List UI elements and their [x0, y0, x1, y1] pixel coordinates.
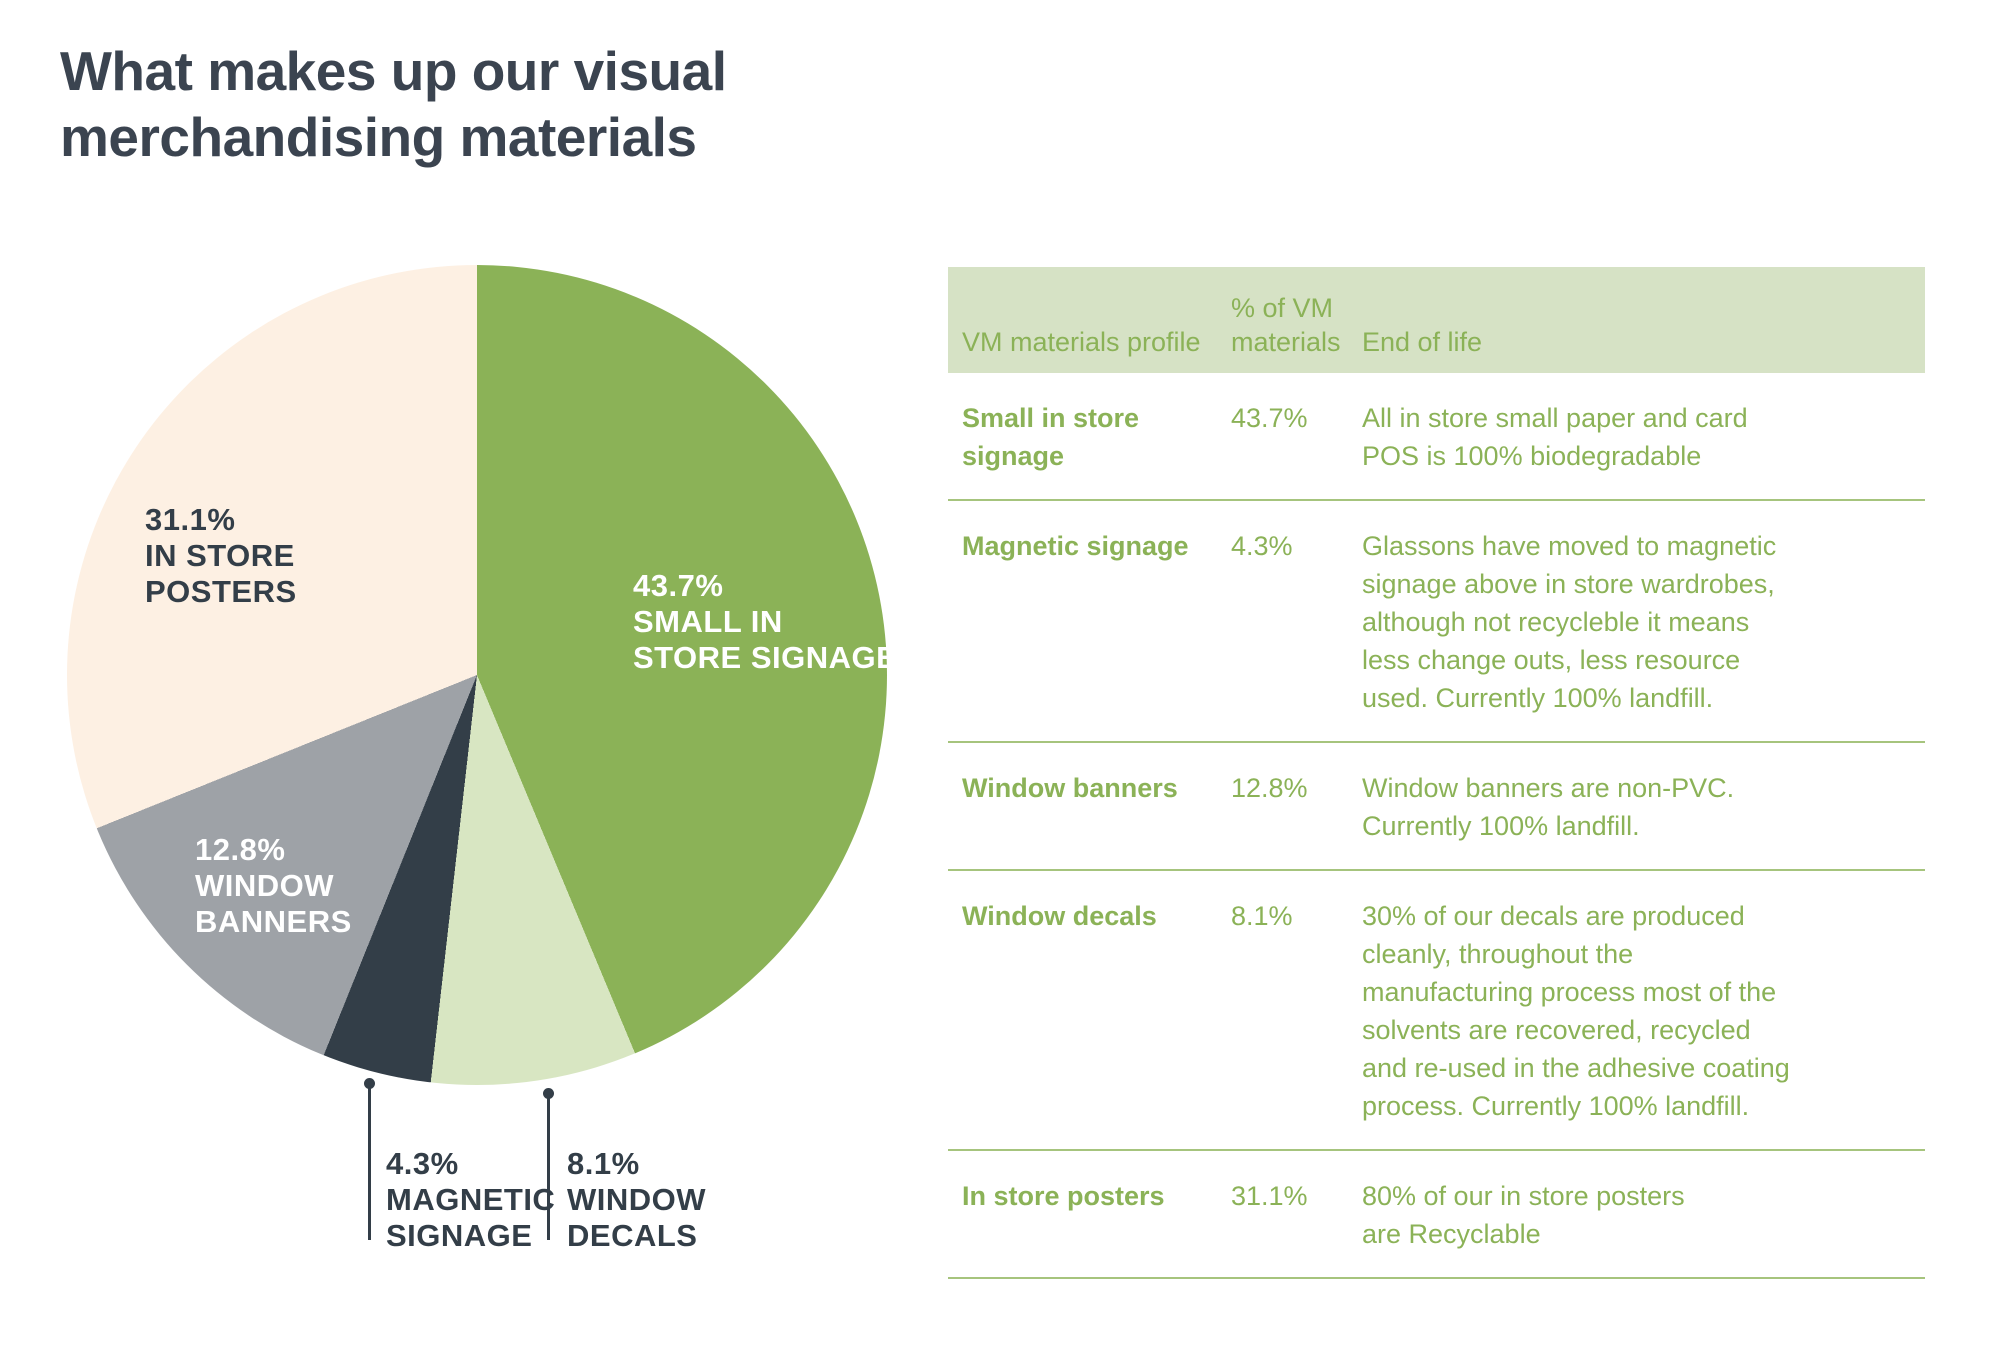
pie-label-window-decals: 8.1% WINDOW DECALS	[567, 1146, 707, 1253]
table-row-window-banners: Window banners 12.8% Window banners are …	[948, 743, 1925, 871]
table-row-window-decals: Window decals 8.1% 30% of our decals are…	[948, 871, 1925, 1151]
page-title: What makes up our visual merchandising m…	[60, 40, 727, 168]
percent-cell: 43.7%	[1231, 403, 1308, 433]
callout-line-window-decals	[543, 1088, 554, 1240]
pie-chart	[67, 265, 887, 1085]
end-of-life-cell: All in store small paper and card POS is…	[1362, 403, 1748, 471]
profile-cell: Window banners	[962, 773, 1178, 803]
end-of-life-cell: 80% of our in store posters are Recyclab…	[1362, 1181, 1685, 1249]
callout-line-magnetic-signage	[364, 1078, 375, 1240]
column-header-pct-of-vm-materials: % of VM materials	[1231, 293, 1341, 357]
vm-materials-table: VM materials profile % of VM materials E…	[948, 267, 1925, 1279]
profile-cell: Window decals	[962, 901, 1157, 931]
profile-cell: In store posters	[962, 1181, 1165, 1211]
pie-label-in-store-posters: 31.1% IN STORE POSTERS	[145, 502, 297, 609]
pie-label-small-in-store-signage: 43.7% SMALL IN STORE SIGNAGE	[633, 568, 898, 675]
percent-cell: 12.8%	[1231, 773, 1308, 803]
table-header-row: VM materials profile % of VM materials E…	[948, 267, 1925, 373]
profile-cell: Small in store signage	[962, 403, 1140, 471]
percent-cell: 8.1%	[1231, 901, 1293, 931]
column-header-end-of-life: End of life	[1362, 327, 1483, 357]
pie-label-window-banners: 12.8% WINDOW BANNERS	[195, 832, 352, 939]
column-header-vm-materials-profile: VM materials profile	[962, 327, 1201, 357]
end-of-life-cell: 30% of our decals are produced cleanly, …	[1362, 901, 1790, 1121]
end-of-life-cell: Glassons have moved to magnetic signage …	[1362, 531, 1777, 713]
table-row-magnetic-signage: Magnetic signage 4.3% Glassons have move…	[948, 501, 1925, 743]
end-of-life-cell: Window banners are non-PVC. Currently 10…	[1362, 773, 1735, 841]
percent-cell: 31.1%	[1231, 1181, 1308, 1211]
table-row-small-in-store-signage: Small in store signage 43.7% All in stor…	[948, 373, 1925, 501]
profile-cell: Magnetic signage	[962, 531, 1189, 561]
pie-label-magnetic-signage: 4.3% MAGNETIC SIGNAGE	[386, 1146, 556, 1253]
percent-cell: 4.3%	[1231, 531, 1293, 561]
table-row-in-store-posters: In store posters 31.1% 80% of our in sto…	[948, 1151, 1925, 1279]
